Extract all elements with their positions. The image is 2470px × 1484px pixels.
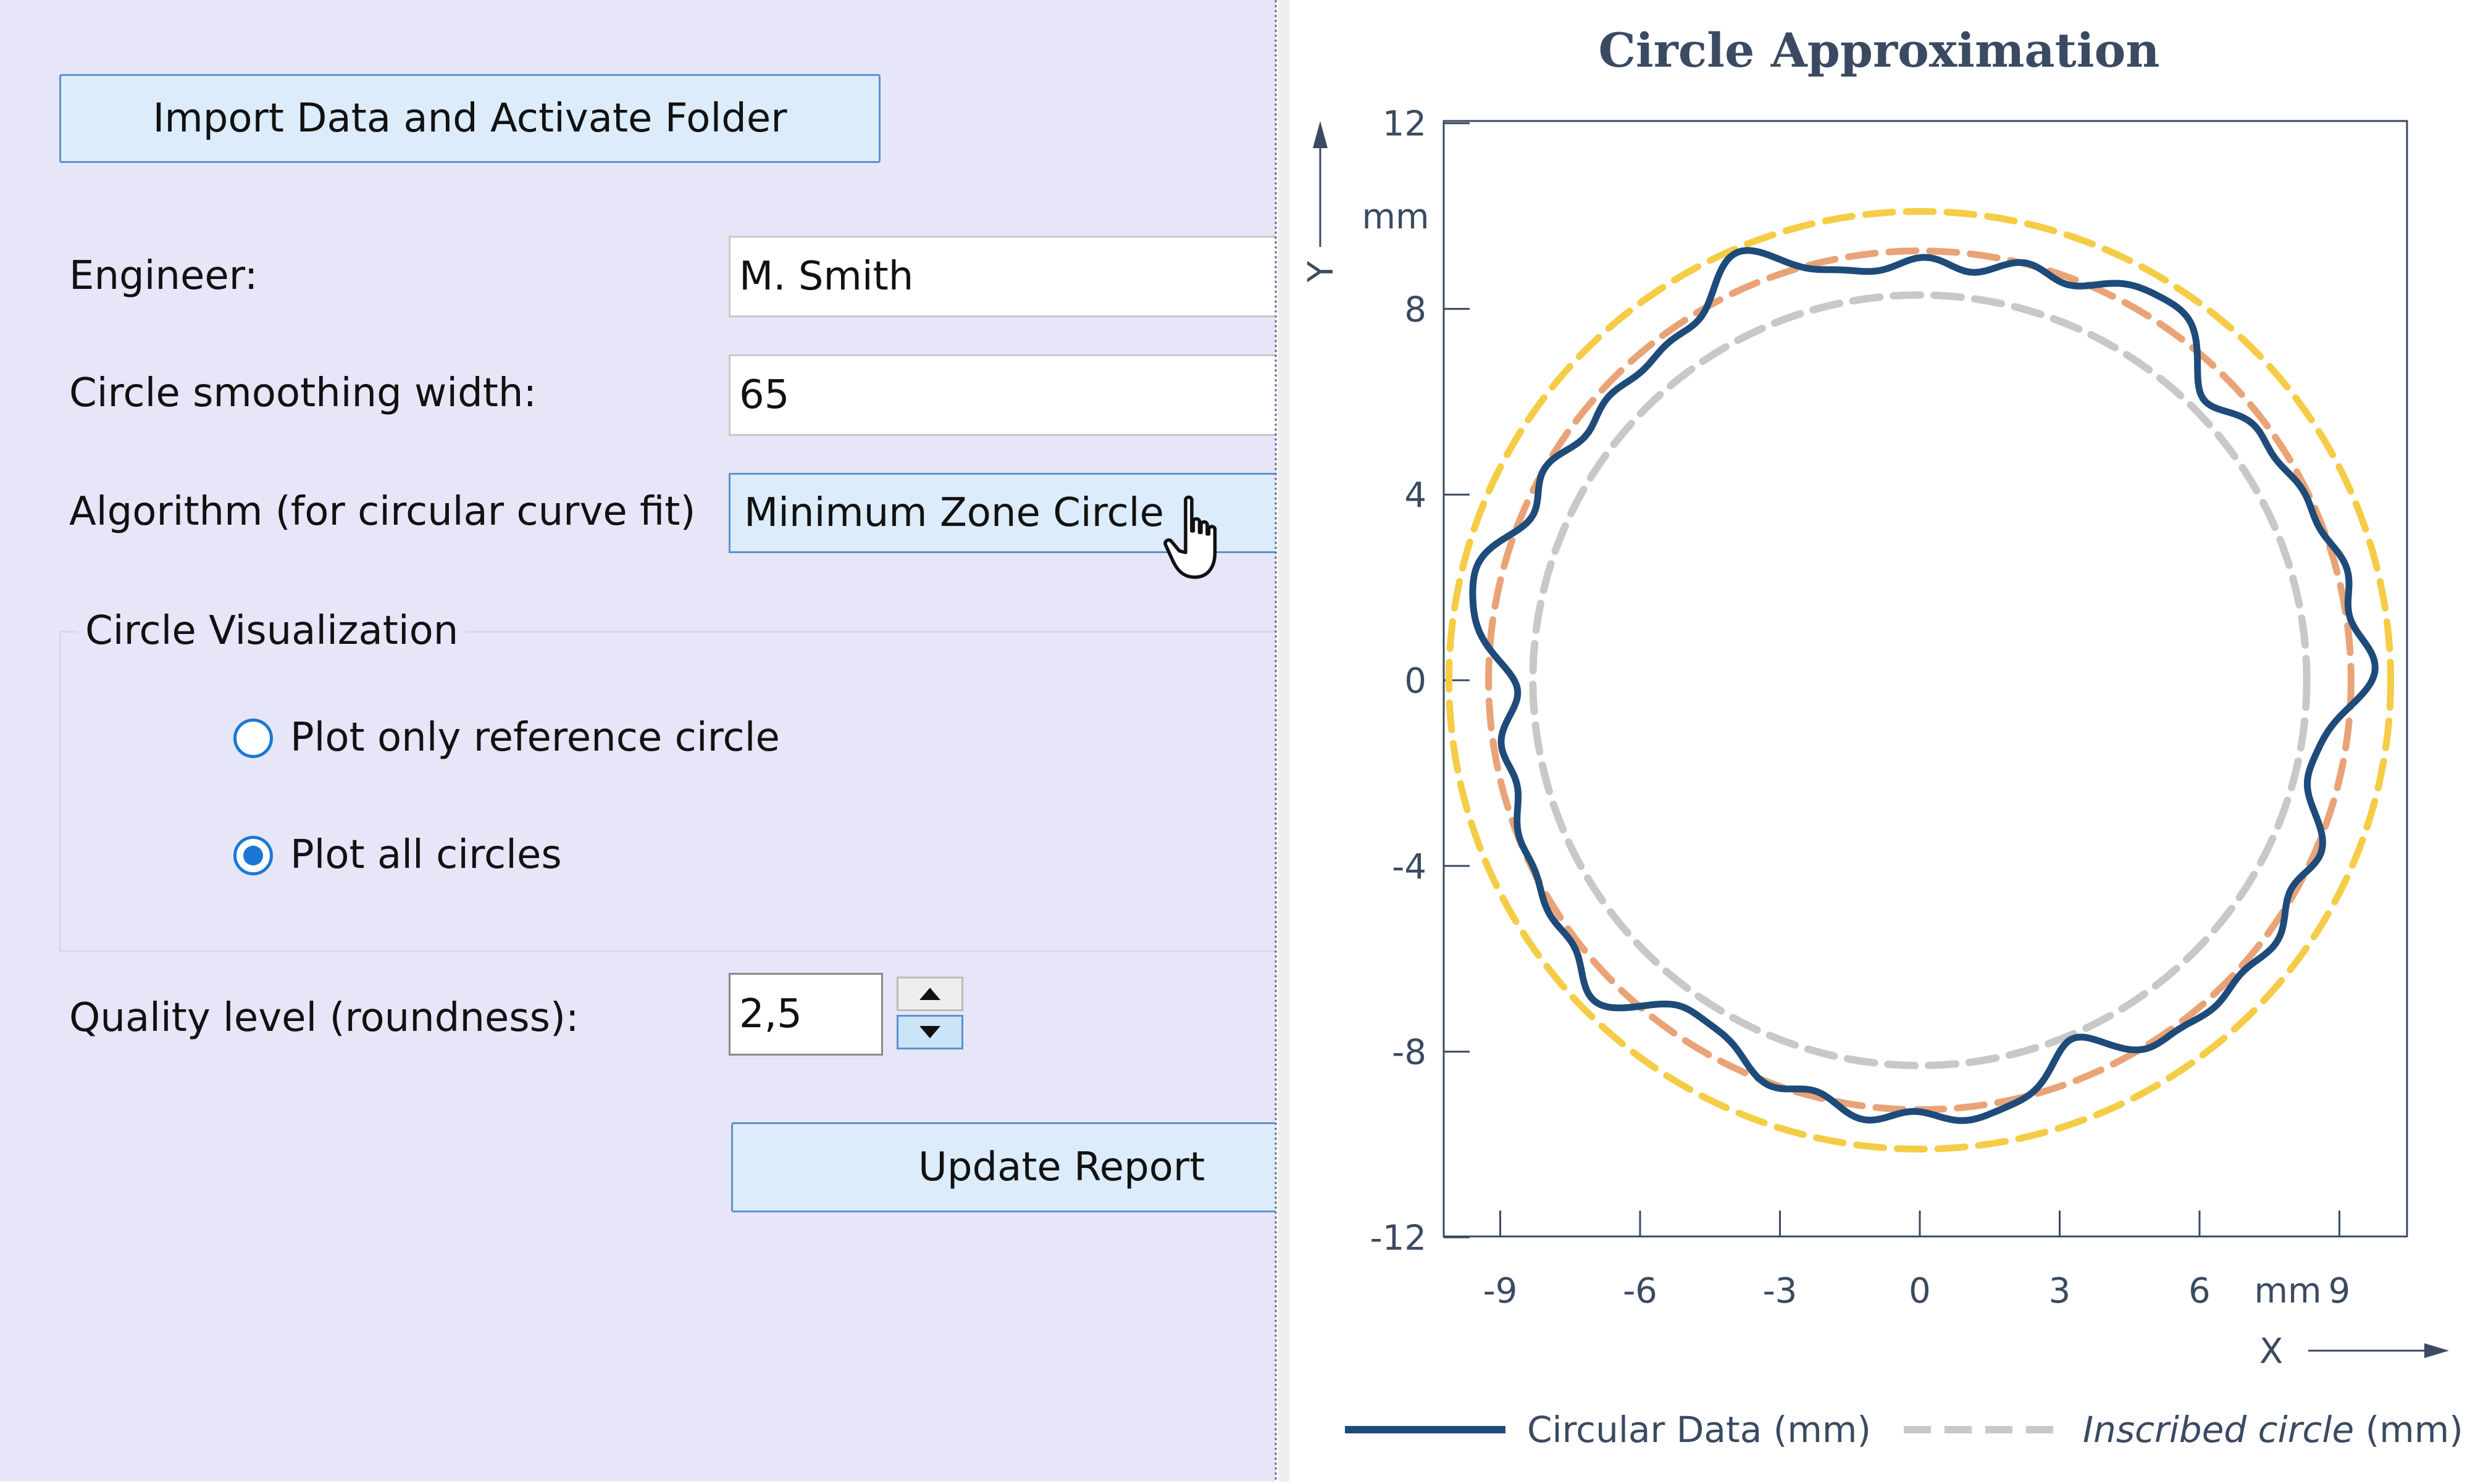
engineer-label: Engineer: [69,253,258,299]
import-data-button[interactable]: Import Data and Activate Folder [59,74,881,163]
y-tick-label: -12 [1370,1218,1426,1258]
quality-level-label: Quality level (roundness): [69,995,579,1041]
circle-inscribed-circle [1529,291,2311,1070]
legend-label-inscribed-circle: Inscribed circle (mm) [2083,1409,2463,1451]
y-tick-label: 12 [1383,104,1426,144]
update-report-label: Update Report [918,1144,1205,1190]
y-tick-label: -8 [1392,1033,1426,1073]
chart-panel: Circle Approximation 12 8 4 0 -4 -8 -12 -9 -6 -3 0… [1289,0,2470,1482]
quality-level-field[interactable]: 2,5 [729,973,883,1056]
y-tick-label: 0 [1404,661,1426,701]
y-tick-label: 4 [1404,475,1426,515]
engineer-field[interactable]: M. Smith [729,236,1276,317]
radio-plot-reference-label[interactable]: Plot only reference circle [290,715,780,761]
y-unit-label: mm [1362,197,1429,237]
chart-title: Circle Approximation [1598,23,2159,78]
circle-visualization-group [59,631,1276,952]
x-tick-label: 6 [2188,1271,2211,1311]
radio-plot-all[interactable] [233,836,273,875]
reference-circles [1445,207,2395,1153]
legend-label-circular-data: Circular Data (mm) [1527,1409,1871,1451]
update-report-button[interactable]: Update Report [731,1122,1276,1212]
quality-decrease-button[interactable] [897,1015,963,1049]
circle-reference [1485,247,2355,1114]
series-line-circular-data [1469,247,2379,1124]
y-tick-label: 8 [1404,290,1426,330]
x-axis-label: X [2259,1332,2283,1372]
settings-panel: Import Data and Activate Folder Engineer… [0,0,1276,1482]
radio-plot-reference[interactable] [233,719,273,758]
x-tick-label: 3 [2049,1271,2071,1311]
data-series [1469,247,2379,1124]
hand-cursor-icon [1163,495,1217,579]
arrow-up-icon [919,988,940,1000]
circle-visualization-title: Circle Visualization [78,608,466,654]
x-unit-label: mm [2254,1271,2321,1311]
smoothing-width-label: Circle smoothing width: [69,370,537,416]
circle-approximation-chart: Circle Approximation 12 8 4 0 -4 -8 -12 -9 -6 -3 0… [1301,23,2463,1451]
splitter-gutter [1278,0,1289,1482]
x-tick-label: -6 [1623,1271,1657,1311]
x-arrow-head-icon [2424,1343,2449,1358]
plot-frame [1442,120,2408,1238]
y-tick-label: -4 [1392,847,1426,887]
x-tick-label: 9 [2329,1271,2351,1311]
arrow-down-icon [919,1026,940,1038]
legend: Circular Data (mm) Inscribed circle (mm) [1345,1409,2463,1451]
y-arrow-head-icon [1313,121,1328,148]
radio-selected-dot [243,846,263,865]
x-tick-label: -3 [1763,1271,1798,1311]
y-axis-label: Y [1301,261,1341,283]
radio-plot-all-label[interactable]: Plot all circles [290,832,562,878]
x-tick-label: -9 [1483,1271,1518,1311]
panel-splitter[interactable] [1275,0,1277,1482]
circle-outer [1445,207,2395,1153]
algorithm-label: Algorithm (for circular curve fit) [69,489,696,535]
quality-increase-button[interactable] [897,977,963,1011]
smoothing-width-field[interactable]: 65 [729,354,1276,436]
x-tick-label: 0 [1909,1271,1931,1311]
